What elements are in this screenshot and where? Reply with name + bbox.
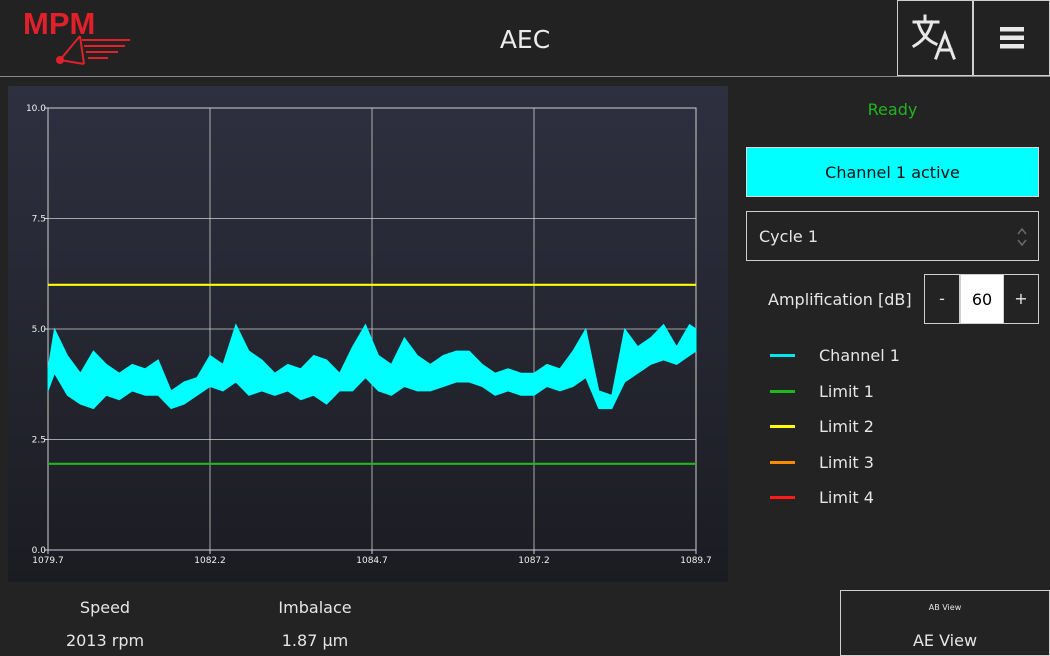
legend-swatch [770, 496, 795, 500]
cycle-select[interactable]: Cycle 1 [746, 211, 1039, 261]
imbalance-label: Imbalace [278, 598, 352, 617]
legend-label: Limit 2 [819, 417, 874, 437]
translate-button[interactable] [897, 0, 973, 76]
chart-panel: 1079.7 1082.2 1084.7 1087.2 1089.7 0.0 2.5 5.0 7… [8, 86, 728, 582]
x-tick-label: 1084.7 [356, 556, 388, 566]
ae-view-button[interactable]: AB View AE View [840, 590, 1050, 656]
x-tick-label: 1082.2 [194, 556, 226, 566]
amplification-label: Amplification [dB] [768, 290, 912, 309]
speed-label: Speed [79, 598, 131, 617]
aec-chart: 1079.7 1082.2 1084.7 1087.2 1089.7 0.0 2.5 5.0 7… [26, 104, 712, 566]
legend-item-limit-1: Limit 1 [770, 374, 1030, 410]
speed-value: 2013 rpm [65, 631, 145, 650]
legend-item-limit-2: Limit 2 [770, 409, 1030, 445]
imbalance-value: 1.87 µm [281, 631, 349, 650]
x-tick-label: 1087.2 [518, 556, 550, 566]
translate-icon [911, 14, 956, 60]
status-text: Ready [867, 100, 918, 119]
legend-label: Limit 3 [819, 452, 874, 472]
chart-legend: Channel 1 Limit 1 Limit 2 Limit 3 Limit … [770, 338, 1030, 516]
series-channel-1-band [47, 323, 697, 410]
cycle-select-value: Cycle 1 [759, 227, 818, 246]
ae-view-label: AE View [912, 631, 978, 650]
channel-active-button[interactable]: Channel 1 active [746, 147, 1039, 197]
legend-label: Channel 1 [819, 346, 900, 366]
y-tick-label: 10.0 [26, 104, 46, 114]
y-tick-label: 2.5 [32, 436, 46, 446]
mpm-logo: MPM [23, 8, 130, 65]
up-down-arrows-icon [1017, 227, 1027, 247]
amplification-input[interactable] [960, 274, 1004, 324]
legend-swatch [770, 425, 795, 429]
legend-item-limit-4: Limit 4 [770, 480, 1030, 516]
legend-item-limit-3: Limit 3 [770, 445, 1030, 481]
menu-button[interactable] [973, 0, 1050, 76]
legend-label: Limit 1 [819, 381, 874, 401]
legend-swatch [770, 460, 795, 464]
legend-swatch [770, 354, 795, 358]
legend-swatch [770, 389, 795, 393]
amplification-decrease-button[interactable]: - [924, 274, 960, 324]
legend-label: Limit 4 [819, 488, 874, 508]
ab-view-label: AB View [928, 603, 962, 612]
x-tick-label: 1079.7 [32, 556, 64, 566]
hamburger-menu-icon [999, 27, 1024, 49]
y-tick-label: 5.0 [32, 325, 47, 335]
logo-text: MPM [23, 8, 95, 41]
amplification-increase-button[interactable]: + [1003, 274, 1039, 324]
y-tick-label: 7.5 [32, 215, 46, 225]
app-header: MPM AEC [0, 0, 1050, 77]
legend-item-channel-1: Channel 1 [770, 338, 1030, 374]
page-title: AEC [499, 25, 551, 54]
x-tick-label: 1089.7 [680, 556, 712, 566]
y-tick-label: 0.0 [32, 546, 47, 556]
